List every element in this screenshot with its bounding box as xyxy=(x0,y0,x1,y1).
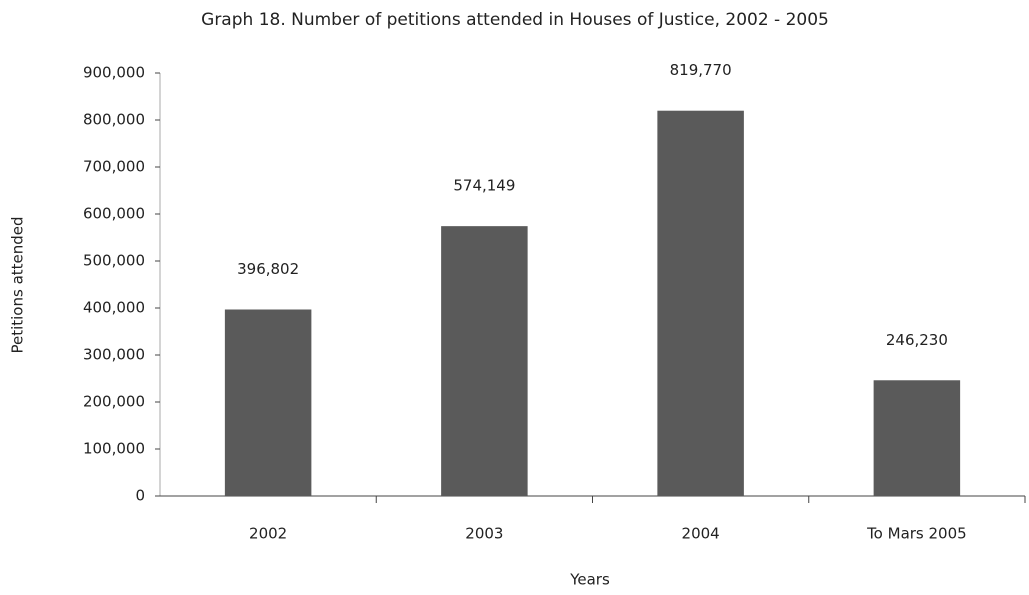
y-tick-label: 400,000 xyxy=(83,299,145,317)
y-tick-label: 600,000 xyxy=(83,205,145,223)
data-label: 819,770 xyxy=(670,61,732,79)
chart-title: Graph 18. Number of petitions attended i… xyxy=(201,10,829,30)
y-tick-label: 100,000 xyxy=(83,440,145,458)
x-axis-title: Years xyxy=(569,571,610,589)
x-tick-label: 2003 xyxy=(465,525,503,543)
data-label: 574,149 xyxy=(453,177,515,195)
x-tick-label: 2002 xyxy=(249,525,287,543)
x-tick-label: 2004 xyxy=(682,525,720,543)
bar xyxy=(873,380,961,496)
y-tick-label: 700,000 xyxy=(83,158,145,176)
y-tick-label: 300,000 xyxy=(83,346,145,364)
y-tick-label: 0 xyxy=(135,487,145,505)
data-label: 396,802 xyxy=(237,260,299,278)
y-axis-title: Petitions attended xyxy=(9,216,27,353)
y-tick-label: 900,000 xyxy=(83,64,145,82)
bar xyxy=(441,226,528,496)
bar xyxy=(657,110,744,496)
y-tick-label: 200,000 xyxy=(83,393,145,411)
y-tick-label: 800,000 xyxy=(83,111,145,129)
x-tick-label: To Mars 2005 xyxy=(866,525,967,543)
data-label: 246,230 xyxy=(886,331,948,349)
y-tick-label: 500,000 xyxy=(83,252,145,270)
bar xyxy=(224,309,312,496)
